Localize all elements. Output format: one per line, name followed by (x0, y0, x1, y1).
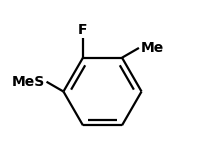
Text: MeS: MeS (12, 75, 45, 89)
Text: Me: Me (140, 41, 164, 55)
Text: F: F (78, 23, 88, 37)
